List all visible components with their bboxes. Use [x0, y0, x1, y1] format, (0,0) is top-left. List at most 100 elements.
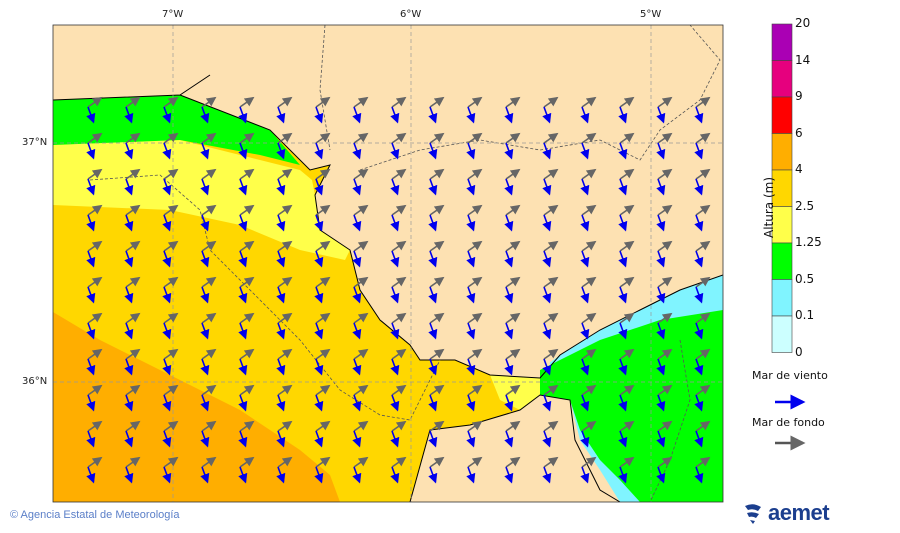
wind-sea-arrow — [162, 394, 172, 412]
wind-sea-arrow — [352, 322, 362, 340]
sea-green — [53, 95, 300, 165]
wind-sea-arrow — [656, 358, 666, 376]
wind-sea-arrow — [618, 286, 628, 304]
colorbar-tick-label: 4 — [795, 162, 803, 176]
swell-arrow — [695, 96, 711, 108]
wind-sea-arrow — [694, 142, 704, 160]
wind-sea-arrow — [580, 106, 590, 124]
swell-arrow — [277, 348, 293, 360]
swell-arrow — [543, 204, 559, 216]
wind-sea-arrow — [162, 430, 172, 448]
colorbar-bin — [771, 60, 793, 98]
swell-arrow — [657, 312, 673, 324]
swell-arrow — [543, 312, 559, 324]
wind-sea-arrow — [200, 106, 210, 124]
wind-sea-arrow — [466, 106, 476, 124]
wind-sea-arrow — [200, 142, 210, 160]
swell-arrow — [239, 384, 255, 396]
colorbar — [771, 23, 793, 353]
wind-sea-arrow — [428, 106, 438, 124]
wind-sea-arrow — [276, 466, 286, 484]
wind-sea-arrow — [504, 394, 514, 412]
swell-arrow — [239, 96, 255, 108]
swell-arrow — [429, 204, 445, 216]
wind-sea-arrow — [428, 142, 438, 160]
colorbar-tick-label: 0 — [795, 344, 803, 359]
swell-arrow — [581, 204, 597, 216]
swell-arrow — [467, 384, 483, 396]
swell-arrow — [163, 240, 179, 252]
swell-arrow — [239, 420, 255, 432]
swell-arrow — [315, 384, 331, 396]
wind-sea-arrow — [124, 142, 134, 160]
wind-sea-arrow — [124, 106, 134, 124]
wind-sea-arrow — [656, 142, 666, 160]
wind-sea-arrow — [162, 178, 172, 196]
aemet-logo: aemet — [742, 500, 830, 526]
swell-arrow — [543, 420, 559, 432]
wind-sea-arrow — [238, 250, 248, 268]
wind-sea-arrow — [618, 106, 628, 124]
swell-arrow — [87, 96, 103, 108]
wind-sea-arrow — [86, 286, 96, 304]
wind-sea-arrow — [124, 466, 134, 484]
wind-sea-arrow — [694, 466, 704, 484]
wind-sea-arrow — [352, 286, 362, 304]
swell-arrow — [87, 240, 103, 252]
swell-arrow — [543, 348, 559, 360]
wind-sea-arrow — [200, 466, 210, 484]
wind-sea-arrow — [238, 214, 248, 232]
wind-sea-arrow — [124, 286, 134, 304]
swell-arrow — [695, 204, 711, 216]
wind-sea-arrow — [162, 286, 172, 304]
wind-sea-arrow — [542, 430, 552, 448]
wind-sea-arrow — [618, 466, 628, 484]
wind-sea-arrow — [428, 394, 438, 412]
swell-arrow — [239, 456, 255, 468]
wind-sea-arrow — [428, 250, 438, 268]
swell-arrow — [695, 240, 711, 252]
swell-arrow — [619, 384, 635, 396]
swell-arrow — [619, 96, 635, 108]
wind-sea-arrow — [314, 250, 324, 268]
swell-arrow — [201, 276, 217, 288]
coastline — [53, 74, 723, 502]
wind-sea-arrow — [694, 106, 704, 124]
swell-arrow — [695, 456, 711, 468]
swell-arrow — [125, 456, 141, 468]
wind-sea-arrow — [694, 286, 704, 304]
swell-arrow — [391, 384, 407, 396]
colorbar-bin — [771, 315, 793, 353]
wind-sea-arrow — [276, 394, 286, 412]
lon-label: 5°W — [640, 9, 662, 20]
wind-sea-arrow — [276, 358, 286, 376]
wind-sea-arrow — [238, 142, 248, 160]
wind-sea-arrow — [504, 106, 514, 124]
wind-sea-arrow — [466, 430, 476, 448]
wind-sea-arrow — [390, 178, 400, 196]
lon-label: 7°W — [162, 9, 184, 20]
swell-arrow — [581, 420, 597, 432]
wind-sea-arrow — [238, 430, 248, 448]
wind-sea-arrow — [276, 250, 286, 268]
colorbar-tick-label: 20 — [795, 16, 811, 30]
wind-sea-arrow — [314, 286, 324, 304]
swell-arrow — [277, 456, 293, 468]
swell-arrow — [125, 348, 141, 360]
wind-sea-arrow — [238, 286, 248, 304]
wind-sea-arrow — [390, 250, 400, 268]
swell-arrow — [87, 276, 103, 288]
swell-arrow — [391, 276, 407, 288]
swell-arrow — [163, 312, 179, 324]
borders — [89, 25, 721, 502]
wind-sea-arrow — [162, 250, 172, 268]
swell-arrow — [277, 384, 293, 396]
wind-sea-arrow — [352, 106, 362, 124]
wind-sea-arrow — [124, 430, 134, 448]
wind-sea-arrow — [86, 430, 96, 448]
wind-sea-arrow — [618, 358, 628, 376]
wind-sea-arrow — [504, 430, 514, 448]
wind-sea-arrow — [276, 322, 286, 340]
wind-sea-arrow — [200, 214, 210, 232]
swell-arrow — [201, 96, 217, 108]
